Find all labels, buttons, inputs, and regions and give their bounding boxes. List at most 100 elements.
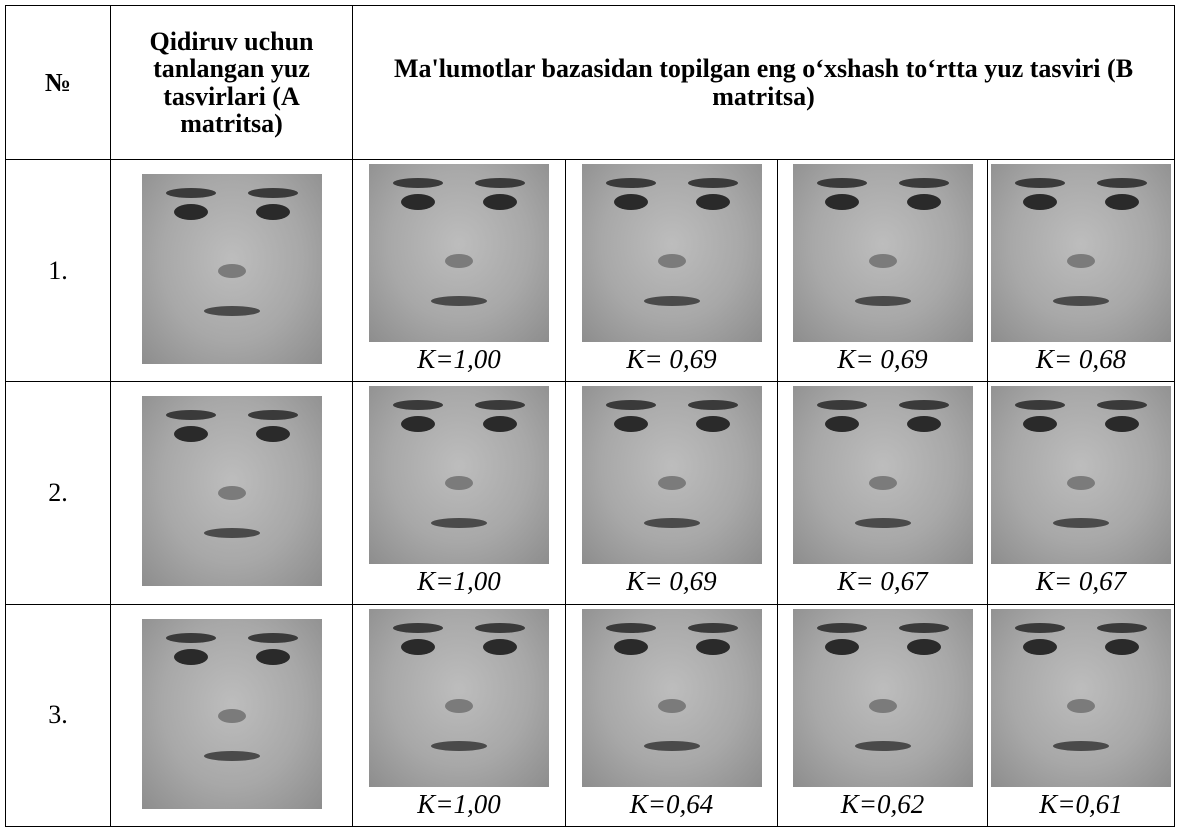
query-cell [110, 381, 353, 605]
mouth [854, 740, 911, 751]
eyebrow [605, 622, 656, 633]
nose [445, 476, 473, 491]
eyebrow [475, 400, 525, 411]
eye [906, 194, 941, 210]
eyebrow [816, 178, 867, 188]
number-header: № [5, 5, 111, 160]
eye [173, 204, 208, 220]
eye [824, 416, 859, 433]
result-cell: K=1,00 [352, 158, 566, 383]
eyebrow [475, 622, 525, 633]
similarity-score: K= 0,69 [837, 344, 928, 374]
nose [657, 476, 686, 491]
result-cell: K=1,00 [352, 381, 566, 605]
nose [445, 254, 473, 268]
eyebrow [165, 188, 216, 198]
eye [255, 204, 290, 220]
face-image [792, 386, 973, 565]
eyebrow [605, 400, 656, 411]
face-image [141, 174, 322, 364]
eyebrow [1097, 400, 1147, 411]
eye [255, 426, 290, 443]
eye [1105, 638, 1139, 655]
similarity-score: K=0,64 [629, 788, 714, 819]
result-cell: K= 0,67 [987, 381, 1175, 605]
similarity-score: K=1,00 [417, 566, 501, 597]
eye [173, 648, 208, 665]
result-cell: K= 0,69 [565, 158, 778, 383]
nose [217, 708, 246, 723]
query-header: Qidiruv uchun tanlangan yuz tasvirlari (… [110, 5, 353, 160]
results-header: Ma'lumotlar bazasidan topilgan eng o‘xsh… [352, 5, 1175, 160]
nose [1067, 476, 1095, 491]
eye [1105, 194, 1139, 210]
eye [613, 638, 648, 655]
eye [401, 194, 435, 210]
eyebrow [816, 400, 867, 411]
mouth [1053, 296, 1109, 306]
mouth [203, 528, 260, 539]
eye [401, 416, 435, 433]
eye [906, 416, 941, 433]
eyebrow [165, 632, 216, 643]
mouth [431, 518, 487, 529]
result-cell: K= 0,69 [565, 381, 778, 605]
face-image [792, 164, 973, 342]
eyebrow [1015, 622, 1065, 633]
similarity-score: K= 0,69 [626, 344, 717, 374]
eyebrow [247, 188, 298, 198]
result-cell: K= 0,67 [777, 381, 988, 605]
mouth [203, 750, 260, 761]
nose [868, 254, 897, 268]
nose [217, 486, 246, 501]
eye [1023, 416, 1057, 433]
eye [483, 416, 517, 433]
eyebrow [1097, 178, 1147, 188]
eye [695, 194, 730, 210]
mouth [643, 296, 700, 306]
eye [173, 426, 208, 443]
mouth [854, 296, 911, 306]
eyebrow [393, 622, 443, 633]
similarity-score: K= 0,67 [837, 566, 928, 597]
face-image [141, 396, 322, 587]
mouth [643, 518, 700, 529]
mouth [1053, 740, 1109, 751]
similarity-score: K=1,00 [417, 344, 501, 374]
similarity-score: K= 0,68 [1035, 344, 1127, 374]
eyebrow [393, 178, 443, 188]
mouth [643, 740, 700, 751]
eyebrow [687, 622, 738, 633]
eyebrow [816, 622, 867, 633]
eyebrow [605, 178, 656, 188]
similarity-score: K= 0,69 [626, 566, 717, 597]
table-body: 1. K=1,00 K= 0,69 K= 0,69 K= 0,68 2. K=1,00 K= … [5, 158, 1175, 828]
face-image [991, 386, 1171, 565]
eyebrow [687, 178, 738, 188]
row-number: 1. [5, 158, 111, 383]
eye [695, 416, 730, 433]
nose [868, 476, 897, 491]
eyebrow [687, 400, 738, 411]
eyebrow [393, 400, 443, 411]
eye [1105, 416, 1139, 433]
table-row: 2. K=1,00 K= 0,69 K= 0,67 K= 0,67 [5, 381, 1175, 605]
table-row: 1. K=1,00 K= 0,69 K= 0,69 K= 0,68 [5, 158, 1175, 383]
eyebrow [1015, 178, 1065, 188]
eye [483, 638, 517, 655]
eye [1023, 638, 1057, 655]
nose [868, 698, 897, 713]
mouth [203, 306, 260, 316]
face-image [581, 608, 762, 787]
results-table: № Qidiruv uchun tanlangan yuz tasvirlari… [5, 5, 1175, 828]
result-cell: K=1,00 [352, 603, 566, 828]
eyebrow [1015, 400, 1065, 411]
mouth [431, 296, 487, 306]
face-image [581, 386, 762, 565]
query-cell [110, 603, 353, 828]
nose [445, 698, 473, 713]
nose [217, 264, 246, 278]
result-cell: K= 0,68 [987, 158, 1175, 383]
eye [1023, 194, 1057, 210]
result-cell: K=0,61 [987, 603, 1175, 828]
